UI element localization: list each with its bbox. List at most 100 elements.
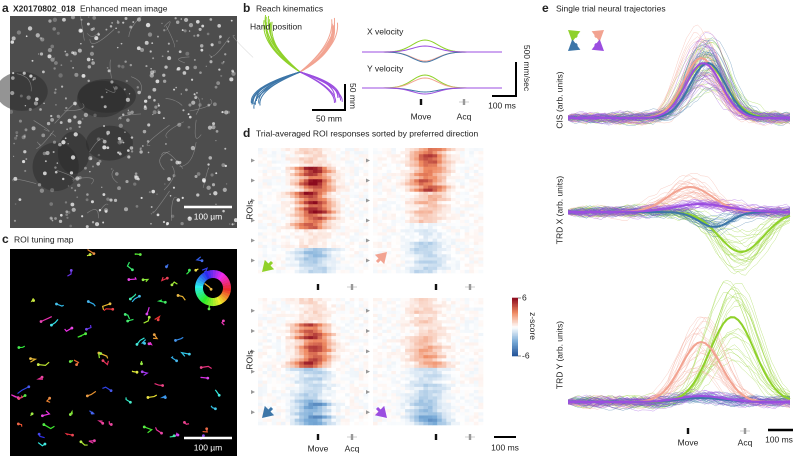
heat-cell xyxy=(423,241,429,246)
heat-cell xyxy=(308,374,314,378)
colorbar-cell xyxy=(512,300,518,303)
heat-cell xyxy=(450,244,456,249)
heat-cell xyxy=(276,226,282,230)
heat-cell xyxy=(317,194,323,199)
cell xyxy=(54,217,57,220)
heat-cell xyxy=(294,380,300,385)
heat-cell xyxy=(280,358,286,362)
heat-cell xyxy=(446,320,452,324)
heat-cell xyxy=(299,179,305,183)
heat-cell xyxy=(373,201,378,205)
heat-cell xyxy=(267,358,273,362)
heat-cell xyxy=(299,301,305,305)
heat-cell xyxy=(299,355,305,359)
heat-cell xyxy=(395,244,401,249)
heat-cell xyxy=(258,232,263,236)
heat-cell xyxy=(299,310,305,315)
heat-cell xyxy=(299,254,305,258)
heat-cell xyxy=(363,248,369,252)
row-marker xyxy=(251,308,255,313)
heat-cell xyxy=(317,409,323,413)
heat-cell xyxy=(290,238,295,243)
heat-cell xyxy=(303,310,309,315)
heat-cell xyxy=(473,188,479,193)
heat-cell xyxy=(473,301,479,305)
heat-cell xyxy=(441,173,447,177)
heat-cell xyxy=(331,160,337,164)
heat-cell xyxy=(322,367,328,372)
heat-cell xyxy=(276,169,282,174)
heat-cell xyxy=(317,219,323,224)
heat-cell xyxy=(335,361,341,365)
heat-cell xyxy=(386,396,392,400)
heat-cell xyxy=(335,157,341,161)
heat-cell xyxy=(418,396,424,400)
cell xyxy=(22,159,26,164)
heat-cell xyxy=(409,241,415,246)
heat-cell xyxy=(317,345,323,350)
heat-cell xyxy=(382,361,388,365)
heat-cell xyxy=(446,304,452,308)
heat-cell xyxy=(363,210,369,214)
heat-cell xyxy=(308,377,314,381)
heat-cell xyxy=(331,380,337,385)
heat-cell xyxy=(326,241,332,246)
heat-cell xyxy=(373,185,378,189)
heat-cell xyxy=(464,336,470,340)
heat-cell xyxy=(377,176,383,180)
heat-cell xyxy=(450,304,456,308)
wheel-segment xyxy=(222,289,231,295)
heat-cell xyxy=(363,194,369,199)
roi xyxy=(147,394,158,399)
heat-cell xyxy=(322,393,328,397)
heat-cell xyxy=(290,182,295,186)
heat-cell xyxy=(299,223,305,227)
heat-cell xyxy=(373,191,378,196)
heat-cell xyxy=(335,390,341,394)
cell xyxy=(142,145,144,147)
heat-cell xyxy=(382,402,388,407)
heat-cell xyxy=(358,415,364,419)
heat-cell xyxy=(290,332,295,337)
heat-cell xyxy=(271,169,277,174)
heat-cell xyxy=(280,351,286,356)
heat-cell xyxy=(418,269,424,274)
heat-cell xyxy=(326,154,332,158)
heat-cell xyxy=(373,169,378,174)
heat-cell xyxy=(418,393,424,397)
heat-cell xyxy=(335,229,341,233)
heat-cell xyxy=(464,313,470,318)
heat-cell xyxy=(423,329,429,334)
heat-cell xyxy=(377,157,383,161)
heat-cell xyxy=(473,251,479,255)
cell xyxy=(193,34,196,37)
wheel-segment xyxy=(221,291,230,298)
heat-cell xyxy=(267,179,273,183)
wheel-segment xyxy=(199,274,207,282)
cell xyxy=(229,77,234,82)
heat-cell xyxy=(428,160,433,164)
cell xyxy=(54,61,58,65)
heat-cell xyxy=(395,304,401,308)
event-label: Move xyxy=(411,111,432,121)
heat-cell xyxy=(335,304,341,308)
heat-cell xyxy=(446,313,452,318)
heat-cell xyxy=(405,320,410,324)
heat-cell xyxy=(450,301,456,305)
heat-cell xyxy=(290,266,295,271)
heat-cell xyxy=(331,383,337,388)
heat-cell xyxy=(377,326,383,331)
heat-cell xyxy=(373,399,378,404)
heat-cell xyxy=(276,412,282,416)
heat-cell xyxy=(455,329,461,334)
roi xyxy=(144,426,153,434)
cell xyxy=(77,183,81,187)
heat-cell xyxy=(441,157,447,161)
heat-cell xyxy=(409,194,415,199)
heat-cell xyxy=(340,415,346,419)
heat-cell xyxy=(358,266,364,271)
heat-cell xyxy=(414,345,420,350)
neurite xyxy=(146,124,170,147)
heat-cell xyxy=(267,399,273,404)
heat-cell xyxy=(345,257,350,261)
